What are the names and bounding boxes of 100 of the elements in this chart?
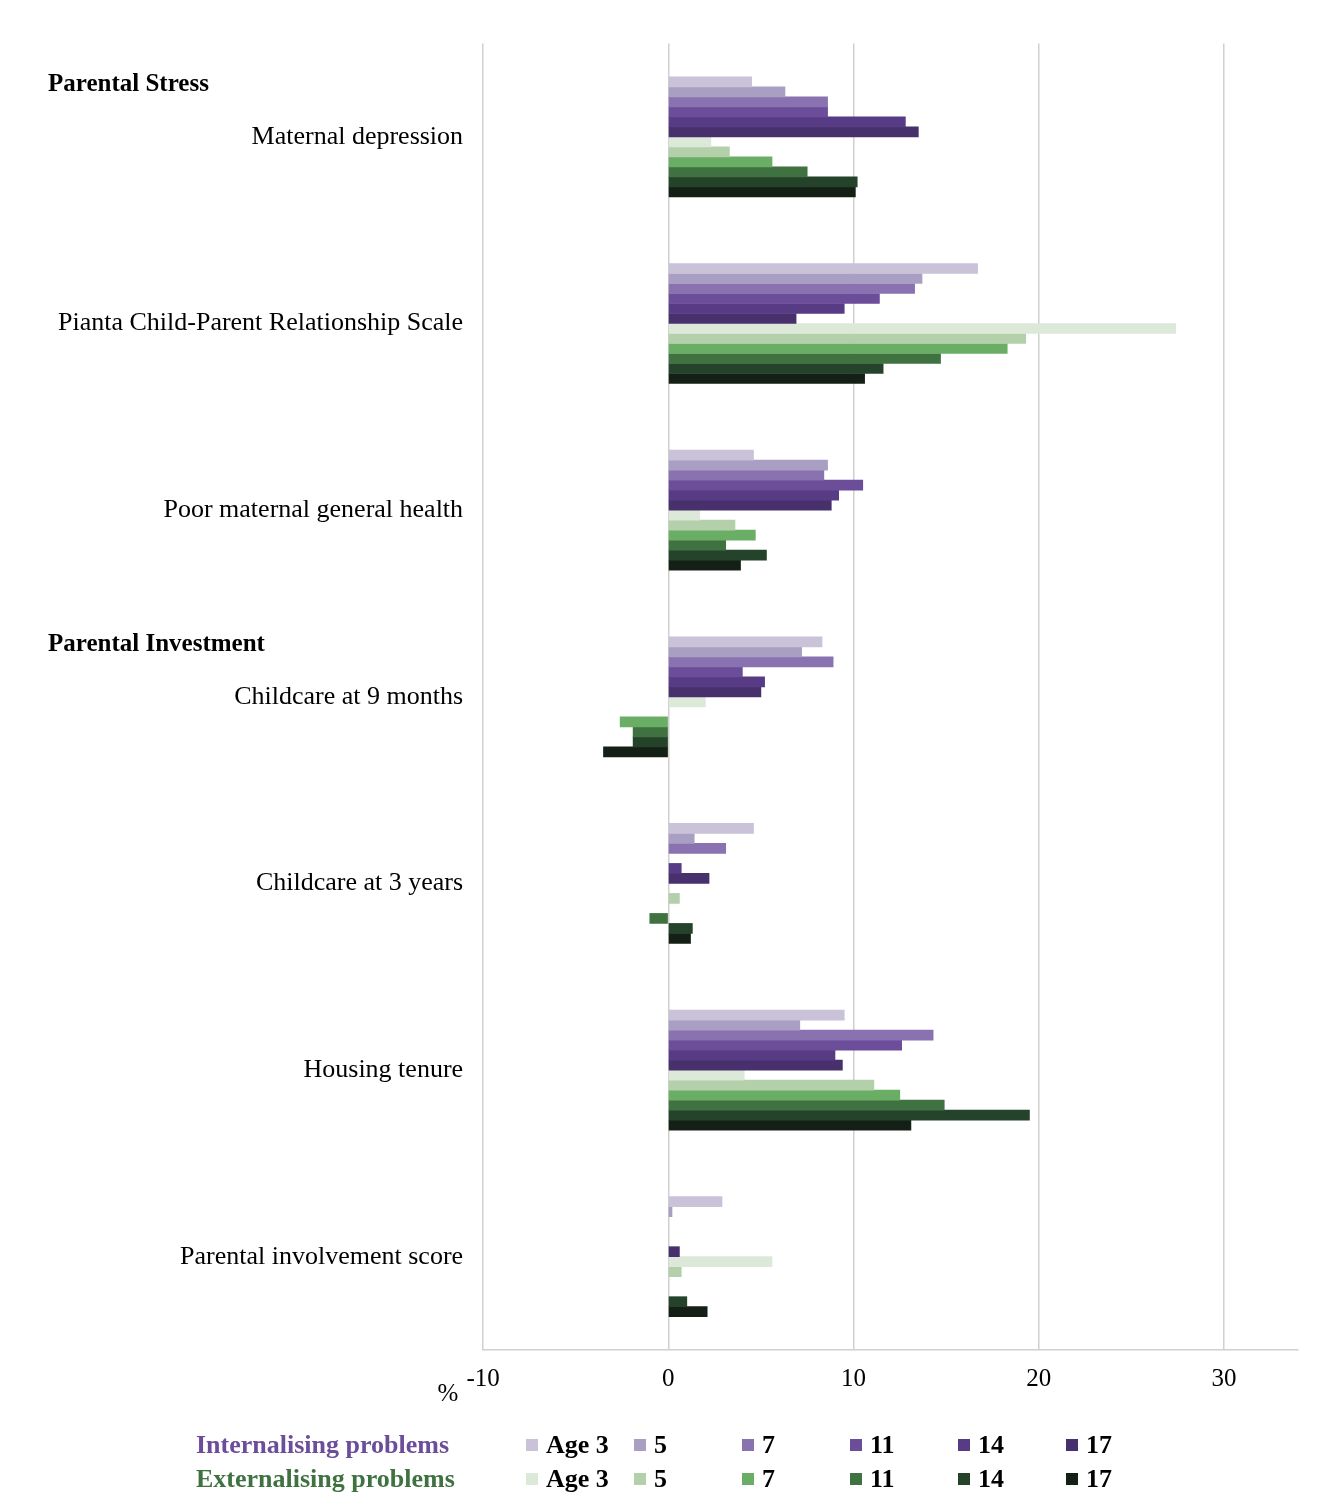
bar	[668, 126, 919, 138]
bar	[668, 116, 906, 128]
bar	[668, 686, 762, 698]
y-tick-label: Childcare at 3 years	[255, 867, 464, 897]
bar	[668, 499, 832, 511]
legend-label: 5	[653, 1430, 668, 1460]
legend-label: 14	[977, 1430, 1005, 1460]
bar	[668, 1029, 934, 1041]
bar	[668, 1246, 680, 1258]
bar	[632, 736, 668, 748]
bar	[668, 303, 845, 314]
bar	[668, 176, 858, 188]
bar	[668, 823, 754, 834]
legend-label: 11	[869, 1430, 896, 1460]
bar	[668, 136, 712, 148]
y-tick-label: Maternal depression	[251, 120, 464, 150]
x-axis-title: %	[437, 1378, 459, 1406]
bar	[668, 636, 823, 648]
bar	[668, 489, 840, 501]
bar	[668, 333, 1027, 344]
bar	[668, 923, 693, 934]
bar	[668, 146, 730, 158]
bar	[668, 353, 941, 364]
legend-label: Age 3	[545, 1464, 610, 1494]
y-tick-label: Housing tenure	[303, 1053, 464, 1083]
text: Internalising problems	[196, 1430, 451, 1460]
x-tick-label: 10	[841, 1363, 867, 1391]
bar	[668, 479, 864, 491]
bar	[668, 549, 767, 561]
bar	[668, 933, 691, 944]
bar	[668, 156, 773, 168]
bar	[668, 833, 695, 844]
legend-label: 17	[1085, 1464, 1113, 1494]
legend-label: Age 3	[545, 1430, 610, 1460]
bar	[668, 539, 727, 551]
bar	[668, 656, 834, 668]
bar	[668, 1196, 723, 1208]
bar	[668, 519, 736, 531]
bar	[619, 716, 668, 728]
bar	[668, 1256, 773, 1268]
bar	[668, 283, 915, 294]
bar	[668, 873, 710, 884]
bar	[668, 373, 865, 384]
x-tick-label: -10	[466, 1363, 500, 1391]
bar	[668, 293, 880, 304]
bar	[668, 1296, 688, 1308]
legend-label: 7	[761, 1464, 776, 1494]
bar	[668, 529, 756, 541]
legend-label: 14	[977, 1464, 1005, 1494]
bar	[668, 696, 706, 708]
bar	[668, 1306, 708, 1318]
bar	[668, 863, 682, 874]
bar	[668, 1109, 1030, 1121]
bar	[668, 509, 701, 521]
bar	[668, 843, 727, 854]
bar	[668, 1019, 801, 1031]
text: Parental Stress	[48, 69, 210, 97]
y-tick-label: Childcare at 9 months	[234, 680, 464, 710]
bar	[668, 313, 797, 324]
bar	[668, 1069, 745, 1081]
legend-label: 17	[1085, 1430, 1113, 1460]
y-tick-label: Poor maternal general health	[163, 494, 464, 523]
bar	[668, 323, 1177, 334]
bar	[668, 893, 680, 904]
bar	[668, 166, 808, 178]
y-tick-label: Pianta Child-Parent Relationship Scale	[57, 307, 464, 337]
bar	[668, 666, 743, 678]
bar	[668, 1089, 901, 1101]
y-tick-label: Parental involvement score	[180, 1240, 464, 1270]
bar	[668, 343, 1008, 354]
bar	[668, 1266, 682, 1278]
bar	[668, 76, 752, 88]
bar	[668, 676, 765, 688]
bar	[668, 106, 828, 118]
text: Externalising problems	[196, 1464, 456, 1494]
bar	[668, 1009, 845, 1021]
bar	[668, 96, 828, 108]
bar	[668, 1059, 843, 1071]
x-tick-label: 0	[662, 1363, 675, 1391]
bar	[632, 726, 668, 738]
bar	[668, 1049, 836, 1061]
bar	[668, 1119, 912, 1131]
bar	[649, 913, 668, 924]
x-tick-label: 20	[1026, 1363, 1052, 1391]
bar	[668, 273, 923, 284]
bar	[668, 186, 856, 198]
legend-label: 7	[761, 1430, 776, 1460]
bar	[668, 559, 741, 571]
bar	[668, 459, 828, 471]
bar	[603, 746, 668, 758]
text: Parental Investment	[48, 629, 266, 657]
bar	[668, 263, 978, 274]
bar	[668, 646, 802, 658]
legend-label: 5	[653, 1464, 668, 1494]
bar	[668, 86, 786, 98]
bar	[668, 449, 754, 461]
x-tick-label: 30	[1211, 1363, 1237, 1391]
bar	[668, 1099, 945, 1111]
bar	[668, 469, 825, 481]
legend-label: 11	[869, 1464, 896, 1494]
